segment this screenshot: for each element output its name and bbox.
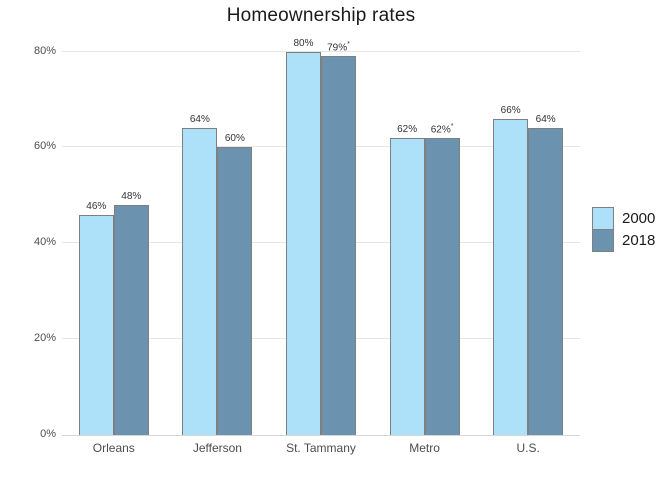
bar-2000-u-s (493, 118, 529, 435)
legend-label-2000: 2000 (622, 210, 656, 227)
x-tick-label-jefferson: Jefferson (192, 441, 242, 455)
legend-label-2018: 2018 (622, 232, 656, 249)
y-tick-label-0: 0% (40, 428, 56, 440)
legend-item-2000: 2000 (592, 207, 655, 230)
bar-2018-jefferson (217, 147, 253, 435)
bar-2018-u-s (528, 128, 564, 435)
gridline-80 (62, 50, 580, 52)
legend-swatch-2018 (592, 229, 614, 252)
value-label-2018-u-s: 64% (535, 114, 556, 126)
value-label-2000-orleans: 46% (86, 200, 107, 212)
value-label-2018-st-tammany: 79%* (327, 41, 350, 54)
bar-2018-st-tammany (321, 56, 356, 435)
y-tick-label-40: 40% (33, 236, 56, 249)
value-label-2018-orleans: 48% (121, 190, 142, 202)
bar-2000-orleans (78, 214, 114, 435)
value-label-2000-metro: 62% (397, 123, 418, 135)
bar-2018-orleans (113, 204, 149, 435)
y-tick-label-60: 60% (33, 140, 56, 153)
chart-title: Homeownership rates (226, 5, 416, 26)
value-label-2000-st-tammany: 80% (293, 37, 314, 49)
legend-swatch-2000 (592, 207, 614, 230)
x-tick-label-orleans: Orleans (92, 441, 135, 455)
x-tick-label-st-tammany: St. Tammany (286, 441, 356, 455)
x-tick-label-u-s: U.S. (516, 441, 540, 455)
x-axis-line (62, 435, 580, 436)
x-tick-label-metro: Metro (409, 441, 440, 455)
value-label-2000-u-s: 66% (500, 104, 521, 116)
value-label-2018-metro: 62%* (430, 122, 454, 135)
value-label-2000-jefferson: 64% (189, 114, 210, 126)
legend: 2000 2018 (592, 207, 655, 252)
y-tick-label-20: 20% (33, 332, 56, 345)
y-tick-label-80: 80% (33, 44, 56, 57)
bar-2000-st-tammany (286, 51, 321, 435)
bar-2000-jefferson (182, 128, 218, 435)
value-label-2018-jefferson: 60% (224, 133, 245, 145)
plot-area: 46% 48% 64% 60% 80% 79%* 62% 62%* 66% 64% (62, 38, 580, 436)
bar-2000-metro (389, 137, 425, 435)
legend-item-2018: 2018 (592, 229, 655, 252)
bar-2018-metro (424, 137, 460, 435)
